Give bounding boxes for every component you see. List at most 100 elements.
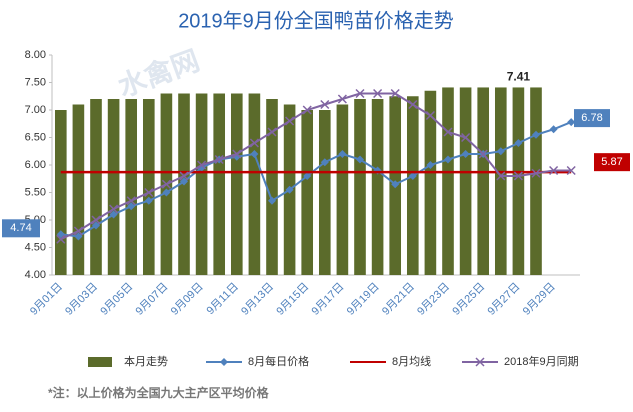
bar (301, 110, 314, 275)
y-tick-label: 8.00 (25, 49, 46, 61)
marker (302, 105, 312, 115)
marker (161, 179, 171, 189)
y-tick-label: 6.50 (25, 131, 46, 143)
x-tick-label: 9月27日 (486, 281, 523, 318)
marker (566, 165, 576, 176)
y-tick-label: 5.50 (25, 186, 46, 198)
bar (371, 99, 384, 275)
marker (127, 202, 136, 211)
marker (162, 188, 171, 197)
x-tick-label: 9月03日 (63, 281, 100, 318)
marker (408, 99, 418, 110)
x-tick-label: 9月09日 (169, 281, 206, 318)
x-tick-label: 9月29日 (521, 281, 558, 318)
x-tick-label: 9月23日 (415, 281, 452, 318)
bar (530, 87, 542, 275)
marker (549, 125, 558, 134)
bar (142, 99, 155, 275)
bar (248, 93, 261, 275)
legend-label: 本月走势 (124, 354, 168, 368)
marker (390, 88, 400, 99)
data-label: 4.74 (10, 222, 31, 234)
marker (337, 94, 347, 104)
marker (214, 154, 224, 165)
y-tick-label: 7.50 (25, 76, 46, 88)
data-label-box (594, 153, 630, 172)
x-tick-label: 9月05日 (98, 281, 135, 318)
footnote: *注：以上价格为全国九大主产区平均价格 (48, 385, 270, 400)
marker (249, 138, 259, 148)
bar (266, 99, 278, 275)
bar (54, 110, 67, 275)
legend-label: 8月每日价格 (248, 354, 309, 368)
marker (144, 187, 154, 198)
bar (90, 99, 102, 275)
bar (195, 93, 208, 275)
marker (513, 171, 523, 181)
bar (424, 90, 437, 275)
y-tick-label: 4.50 (25, 241, 46, 253)
data-label: 5.87 (601, 156, 622, 168)
marker (320, 158, 329, 167)
x-tick-label: 9月21日 (380, 281, 417, 318)
data-label-box (2, 219, 40, 238)
marker (355, 88, 365, 99)
legend-marker (220, 358, 228, 366)
chart-title: 2019年9月份全国鸭苗价格走势 (178, 9, 454, 32)
marker (232, 149, 242, 159)
marker (496, 171, 506, 181)
x-tick-label: 9月13日 (239, 281, 276, 318)
legend-label: 2018年9月同期 (504, 354, 579, 368)
marker (496, 147, 505, 156)
bar (354, 99, 366, 275)
marker (356, 155, 364, 164)
marker (391, 180, 400, 189)
bar (512, 87, 525, 275)
watermark: 水禽网 (114, 44, 204, 103)
legend-swatch (88, 357, 112, 367)
marker (567, 118, 576, 127)
marker (74, 232, 83, 241)
bar (230, 93, 243, 275)
marker (285, 185, 294, 194)
legend-label: 8月均线 (392, 354, 431, 368)
line (60, 92, 572, 241)
bar (494, 87, 507, 275)
bar (318, 110, 331, 275)
marker (531, 168, 541, 178)
marker (426, 161, 435, 169)
line (60, 121, 572, 238)
marker (268, 196, 276, 205)
data-label-box (574, 109, 610, 128)
bar (213, 93, 226, 275)
bar (477, 87, 490, 275)
marker (303, 172, 312, 180)
marker (444, 155, 452, 164)
marker (443, 127, 453, 137)
marker (109, 210, 118, 219)
marker (408, 172, 417, 180)
x-tick-label: 9月11日 (205, 281, 241, 317)
marker (180, 177, 188, 186)
marker (179, 171, 189, 181)
data-label: 7.41 (507, 70, 531, 84)
bar (72, 104, 85, 275)
marker (109, 204, 119, 214)
marker (144, 196, 153, 205)
marker (126, 196, 136, 206)
bar (442, 87, 454, 275)
marker (91, 215, 101, 225)
marker (478, 149, 488, 159)
bar (125, 99, 138, 275)
marker (549, 165, 559, 176)
x-tick-label: 9月01日 (28, 281, 65, 318)
marker (285, 116, 295, 126)
bar (406, 96, 419, 275)
marker (373, 88, 383, 99)
y-tick-label: 4.00 (25, 269, 46, 281)
data-label: 6.78 (581, 112, 602, 124)
marker (267, 127, 277, 137)
x-tick-label: 9月17日 (310, 281, 347, 318)
marker (461, 132, 471, 143)
